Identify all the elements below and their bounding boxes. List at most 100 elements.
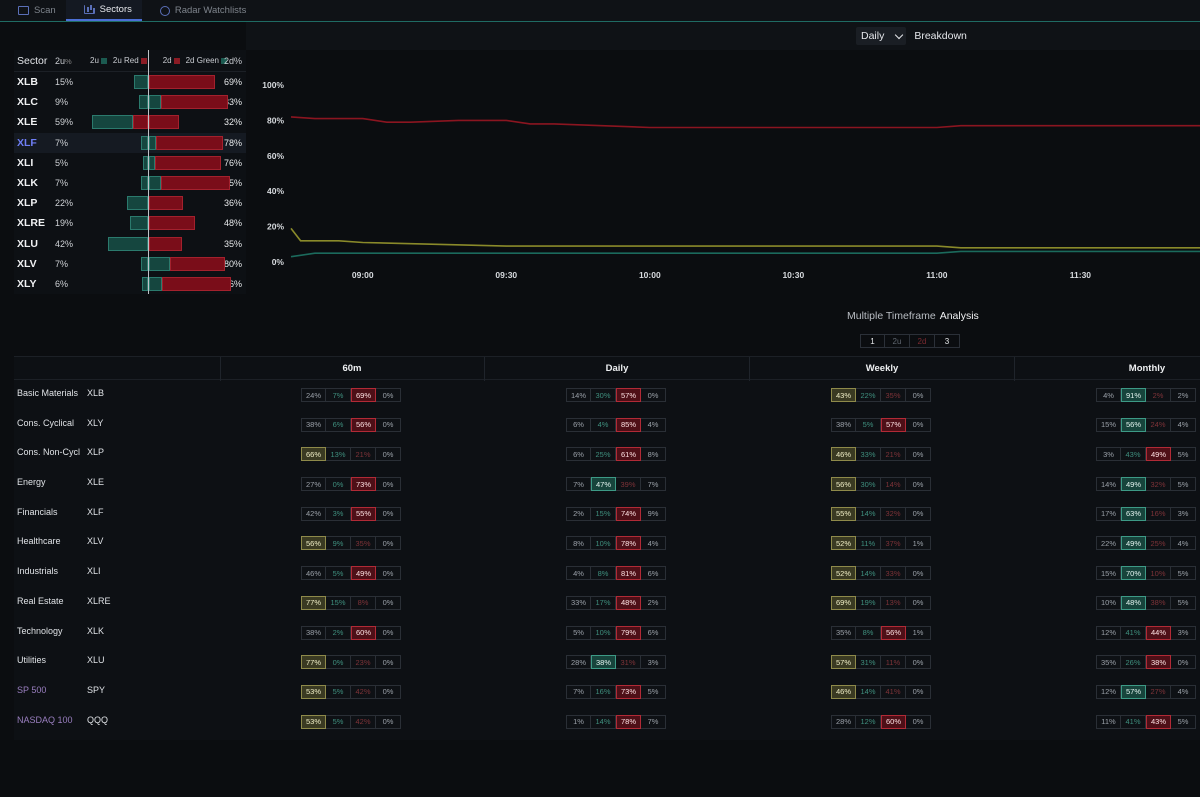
scenario-cell[interactable]: 52% (831, 536, 856, 551)
scenario-cell[interactable]: 66% (301, 447, 326, 462)
sector-row[interactable]: XLC 9% 83% (14, 92, 246, 112)
scenario-cell[interactable]: 6% (641, 566, 666, 581)
scenario-cell[interactable]: 38% (1146, 595, 1171, 610)
scenario-cell[interactable]: 52% (831, 566, 856, 581)
scenario-cell[interactable]: 14% (856, 566, 881, 581)
scenario-cell[interactable]: 28% (831, 714, 856, 729)
scenario-cell[interactable]: 47% (591, 477, 616, 492)
scenario-button-2d[interactable]: 2d (910, 334, 935, 348)
sector-ticker[interactable]: XLY (17, 277, 37, 290)
scenario-cell[interactable]: 35% (1096, 655, 1121, 670)
scenario-cell[interactable]: 0% (906, 714, 931, 729)
scenario-cell[interactable]: 5% (1171, 714, 1196, 729)
scenario-cell[interactable]: 7% (641, 714, 666, 729)
scenario-cell[interactable]: 74% (616, 506, 641, 521)
scenario-cell[interactable]: 46% (301, 566, 326, 581)
scenario-cell[interactable]: 2% (326, 625, 351, 640)
scenario-cell[interactable]: 0% (376, 684, 401, 699)
scenario-cell[interactable]: 0% (376, 655, 401, 670)
scenario-cell[interactable]: 5% (326, 684, 351, 699)
scenario-cell[interactable]: 8% (591, 566, 616, 581)
scenario-cell[interactable]: 41% (1121, 625, 1146, 640)
scenario-cell[interactable]: 3% (1171, 625, 1196, 640)
scenario-cell[interactable]: 0% (906, 684, 931, 699)
scenario-cell[interactable]: 0% (376, 417, 401, 432)
scenario-cell[interactable]: 0% (376, 625, 401, 640)
scenario-cell[interactable]: 4% (1171, 536, 1196, 551)
scenario-cell[interactable]: 16% (591, 684, 616, 699)
sector-row[interactable]: XLK 7% 85% (14, 173, 246, 193)
scenario-cell[interactable]: 30% (856, 477, 881, 492)
scenario-cell[interactable]: 24% (301, 388, 326, 402)
scenario-cell[interactable]: 31% (856, 655, 881, 670)
sector-ticker[interactable]: XLV (17, 257, 37, 270)
scenario-cell[interactable]: 10% (1146, 566, 1171, 581)
sector-ticker[interactable]: XLK (17, 177, 38, 190)
scenario-cell[interactable]: 60% (881, 714, 906, 729)
scenario-cell[interactable]: 55% (351, 506, 376, 521)
scenario-cell[interactable]: 5% (326, 714, 351, 729)
scenario-cell[interactable]: 85% (616, 417, 641, 432)
scenario-cell[interactable]: 17% (1096, 506, 1121, 521)
scenario-cell[interactable]: 6% (326, 417, 351, 432)
scenario-cell[interactable]: 9% (641, 506, 666, 521)
scenario-cell[interactable]: 0% (376, 536, 401, 551)
scenario-cell[interactable]: 11% (1096, 714, 1121, 729)
scenario-cell[interactable]: 12% (856, 714, 881, 729)
scenario-cell[interactable]: 49% (1121, 477, 1146, 492)
scenario-cell[interactable]: 12% (1096, 684, 1121, 699)
sector-column-header[interactable]: Sector (17, 54, 48, 67)
scenario-cell[interactable]: 14% (856, 684, 881, 699)
scenario-cell[interactable]: 43% (1121, 447, 1146, 462)
sector-ticker[interactable]: XLC (17, 96, 38, 109)
scenario-cell[interactable]: 0% (326, 655, 351, 670)
scenario-cell[interactable]: 2% (641, 595, 666, 610)
sector-ticker[interactable]: XLRE (17, 217, 46, 230)
scenario-cell[interactable]: 33% (881, 566, 906, 581)
scenario-cell[interactable]: 30% (591, 388, 616, 402)
tab-scan[interactable]: Scan (0, 0, 66, 21)
scenario-cell[interactable]: 17% (591, 595, 616, 610)
scenario-cell[interactable]: 14% (881, 477, 906, 492)
scenario-cell[interactable]: 0% (906, 388, 931, 402)
scenario-cell[interactable]: 46% (831, 447, 856, 462)
scenario-cell[interactable]: 35% (881, 388, 906, 402)
scenario-button-2u[interactable]: 2u (885, 334, 910, 348)
scenario-cell[interactable]: 57% (1121, 684, 1146, 699)
scenario-cell[interactable]: 14% (591, 714, 616, 729)
scenario-cell[interactable]: 7% (566, 477, 591, 492)
sector-ticker[interactable]: XLB (17, 76, 38, 89)
scenario-cell[interactable]: 0% (376, 388, 401, 402)
scenario-cell[interactable]: 22% (856, 388, 881, 402)
scenario-cell[interactable]: 69% (831, 595, 856, 610)
scenario-cell[interactable]: 2% (1146, 388, 1171, 402)
scenario-cell[interactable]: 56% (301, 536, 326, 551)
scenario-cell[interactable]: 5% (566, 625, 591, 640)
scenario-cell[interactable]: 77% (301, 595, 326, 610)
scenario-cell[interactable]: 56% (351, 417, 376, 432)
scenario-cell[interactable]: 0% (376, 595, 401, 610)
scenario-cell[interactable]: 38% (1146, 655, 1171, 670)
scenario-cell[interactable]: 57% (616, 388, 641, 402)
scenario-cell[interactable]: 4% (1096, 388, 1121, 402)
scenario-cell[interactable]: 1% (566, 714, 591, 729)
scenario-cell[interactable]: 2% (1171, 388, 1196, 402)
scenario-button-3[interactable]: 3 (935, 334, 960, 348)
scenario-button-1[interactable]: 1 (860, 334, 885, 348)
scenario-cell[interactable]: 32% (1146, 477, 1171, 492)
scenario-cell[interactable]: 7% (326, 388, 351, 402)
scenario-cell[interactable]: 14% (566, 388, 591, 402)
scenario-cell[interactable]: 5% (1171, 566, 1196, 581)
scenario-cell[interactable]: 4% (641, 536, 666, 551)
scenario-cell[interactable]: 69% (351, 388, 376, 402)
scenario-cell[interactable]: 16% (1146, 506, 1171, 521)
scenario-cell[interactable]: 10% (591, 625, 616, 640)
scenario-cell[interactable]: 78% (616, 714, 641, 729)
tab-sectors[interactable]: Sectors (65, 0, 142, 21)
scenario-cell[interactable]: 5% (1171, 595, 1196, 610)
scenario-cell[interactable]: 43% (1146, 714, 1171, 729)
scenario-cell[interactable]: 24% (1146, 417, 1171, 432)
scenario-cell[interactable]: 53% (301, 714, 326, 729)
scenario-cell[interactable]: 4% (641, 417, 666, 432)
scenario-cell[interactable]: 5% (856, 417, 881, 432)
